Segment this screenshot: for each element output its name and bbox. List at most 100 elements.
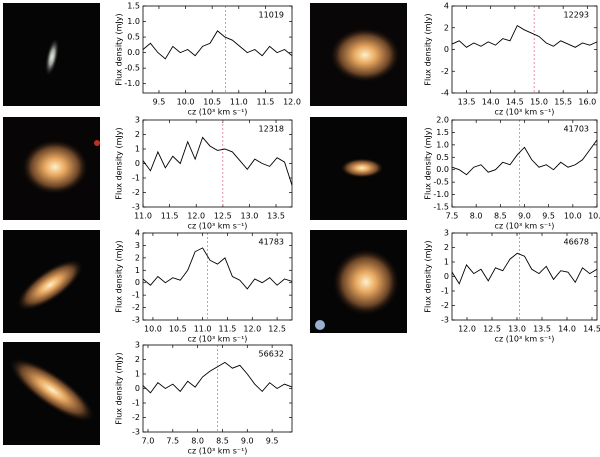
y-tick-label: 3 <box>135 116 140 125</box>
spectrum-line <box>142 247 293 290</box>
y-axis-label: Flux density (mJy) <box>424 127 433 199</box>
x-tick-label: 13.0 <box>508 325 526 334</box>
x-tick-label: 14.5 <box>583 325 600 334</box>
galaxy-images <box>3 3 407 445</box>
y-tick-label: 1.0 <box>436 140 449 149</box>
y-tick-label: 4 <box>444 2 449 11</box>
y-tick-label: -2 <box>441 67 449 76</box>
galaxy-id: 41703 <box>564 125 589 134</box>
x-tick-label: 12.0 <box>458 325 476 334</box>
y-tick-label: 2.0 <box>436 116 449 125</box>
y-axis-label: Flux density (mJy) <box>115 352 124 424</box>
x-tick-label: 8.0 <box>191 437 204 446</box>
x-tick-label: 10.0 <box>144 325 162 334</box>
x-tick-label: 8.5 <box>494 212 507 221</box>
y-tick-label: -1 <box>132 399 140 408</box>
y-tick-label: -3 <box>132 203 140 212</box>
y-axis-label: Flux density (mJy) <box>115 127 124 199</box>
y-tick-label: -1 <box>132 174 140 183</box>
x-tick-label: 7.0 <box>142 437 155 446</box>
y-axis-label: Flux density (mJy) <box>424 240 433 312</box>
y-tick-label: 2 <box>135 253 140 262</box>
y-axis-label: Flux density (mJy) <box>424 13 433 85</box>
galaxy-id: 41783 <box>259 238 284 247</box>
y-tick-label: 0.0 <box>127 48 140 57</box>
x-tick-label: 7.5 <box>446 212 459 221</box>
y-tick-label: 0.5 <box>436 153 449 162</box>
y-tick-label: -4 <box>441 89 449 98</box>
x-tick-label: 11.5 <box>219 325 237 334</box>
y-tick-label: -0.5 <box>433 178 449 187</box>
x-tick-label: 16.0 <box>578 98 596 107</box>
x-tick-label: 12.0 <box>243 325 261 334</box>
x-axis-label: cz (10³ km s⁻¹) <box>188 447 248 456</box>
y-tick-label: 1 <box>135 370 140 379</box>
x-tick-label: 7.5 <box>166 437 179 446</box>
x-tick-label: 13.5 <box>267 212 285 221</box>
spectrum-panel: 10.0 10.5 11.0 11.5 12.0 12.5 -3 -2 -1 0 1 2 3 4 41783… <box>115 229 293 344</box>
plot-frame <box>451 119 598 208</box>
galaxy-id: 46678 <box>564 238 589 247</box>
spectrum-panel: 13.5 14.0 14.5 15.0 15.5 16.0 -4 -2 0 2 4 12293 cz (… <box>424 2 598 117</box>
x-tick-label: 12.5 <box>214 212 232 221</box>
y-tick-label: 1.5 <box>127 2 140 11</box>
x-tick-label: 9.5 <box>542 212 555 221</box>
x-tick-label: 12.0 <box>187 212 205 221</box>
x-tick-label: 9.5 <box>266 437 279 446</box>
y-tick-label: -3 <box>441 316 449 325</box>
spectrum-line <box>451 24 598 48</box>
y-tick-label: -1 <box>132 291 140 300</box>
x-tick-label: 11.0 <box>194 325 212 334</box>
spectrum-panel: 7.5 8.0 8.5 9.0 9.5 10.0 10.5 -1.5 -1.0 -0.5 0.0 0.… <box>424 116 600 231</box>
y-tick-label: 0 <box>135 278 140 287</box>
x-axis-label: cz (10³ km s⁻¹) <box>188 222 248 231</box>
y-tick-label: 2 <box>135 355 140 364</box>
y-tick-label: -3 <box>132 428 140 437</box>
x-tick-label: 15.0 <box>530 98 548 107</box>
plot-frame <box>142 344 293 433</box>
x-tick-label: 14.0 <box>482 98 500 107</box>
y-tick-label: 1.0 <box>127 17 140 26</box>
y-tick-label: 3 <box>135 241 140 250</box>
x-tick-label: 15.5 <box>554 98 572 107</box>
y-tick-label: -2 <box>132 303 140 312</box>
x-tick-label: 13.5 <box>533 325 551 334</box>
x-tick-label: 12.0 <box>283 98 301 107</box>
y-tick-label: 0 <box>135 159 140 168</box>
y-tick-label: 0.0 <box>436 165 449 174</box>
spectrum-line <box>142 30 293 60</box>
x-tick-label: 11.0 <box>134 212 152 221</box>
x-tick-label: 10.0 <box>177 98 195 107</box>
y-tick-label: -1.5 <box>433 203 449 212</box>
spectrum-panel: 9.5 10.0 10.5 11.0 11.5 12.0 -1.0 -0.5 0.0 0.5 1.0… <box>115 2 301 117</box>
x-axis-label: cz (10³ km s⁻¹) <box>188 335 248 344</box>
spectrum-panel: 11.0 11.5 12.0 12.5 13.0 13.5 -3 -2 -1 0 1 2 3 12318 c… <box>115 116 293 231</box>
y-tick-label: 1 <box>135 266 140 275</box>
y-tick-label: -2 <box>132 188 140 197</box>
y-tick-label: 0 <box>135 384 140 393</box>
plot-frame <box>451 5 598 94</box>
y-tick-label: -1.0 <box>433 190 449 199</box>
x-tick-label: 11.5 <box>161 212 179 221</box>
y-tick-label: -0.5 <box>124 64 140 73</box>
galaxy-id: 11019 <box>259 11 284 20</box>
spectrum-line <box>142 361 293 394</box>
y-tick-label: -2 <box>132 413 140 422</box>
y-tick-label: 0 <box>444 272 449 281</box>
x-tick-label: 14.5 <box>506 98 524 107</box>
y-axis-label: Flux density (mJy) <box>115 240 124 312</box>
galaxy-id: 56632 <box>259 350 284 359</box>
y-tick-label: 1 <box>444 258 449 267</box>
x-tick-label: 8.0 <box>470 212 483 221</box>
spectrum-panel: 7.0 7.5 8.0 8.5 9.0 9.5 -3 -2 -1 0 1 2 3 56632 cz (10³… <box>115 341 293 456</box>
x-tick-label: 10.5 <box>203 98 221 107</box>
x-axis-label: cz (10³ km s⁻¹) <box>495 222 555 231</box>
x-tick-label: 9.5 <box>153 98 166 107</box>
y-tick-label: -1 <box>441 287 449 296</box>
y-tick-label: 3 <box>444 229 449 238</box>
plot-frame <box>142 5 293 94</box>
x-tick-label: 13.0 <box>241 212 259 221</box>
y-tick-label: -3 <box>132 316 140 325</box>
x-tick-label: 10.5 <box>169 325 187 334</box>
